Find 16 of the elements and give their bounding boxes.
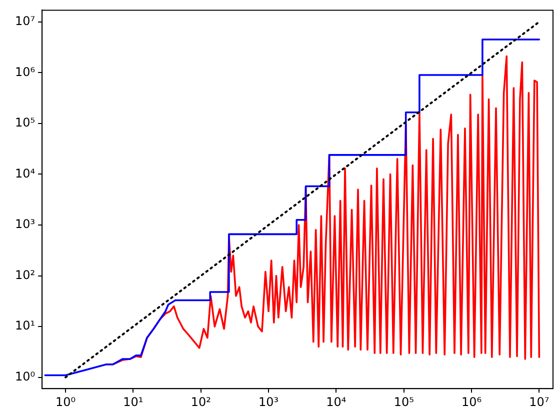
- y-tick-label: 10⁶: [14, 64, 36, 79]
- x-tick-label: 10⁴: [326, 394, 346, 409]
- y-tick-label: 10⁷: [14, 14, 36, 28]
- y-tick-label: 10²: [14, 268, 36, 282]
- x-tick-label: 10³: [258, 394, 279, 409]
- x-tick-label: 10⁶: [461, 394, 482, 409]
- y-tick-label: 10¹: [14, 318, 36, 333]
- x-tick-label: 10⁰: [56, 394, 76, 409]
- y-tick-label: 10³: [14, 217, 36, 232]
- y-tick-label: 10⁰: [14, 369, 36, 384]
- x-tick-label: 10¹: [123, 394, 144, 409]
- x-tick-label: 10²: [190, 394, 212, 409]
- y-tick-label: 10⁴: [14, 166, 36, 180]
- x-tick-label: 10⁷: [529, 394, 550, 409]
- y-tick-label: 10⁵: [14, 116, 36, 130]
- x-tick-label: 10⁵: [394, 394, 414, 409]
